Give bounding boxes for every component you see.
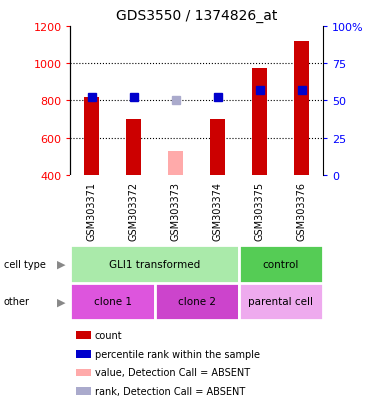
Bar (84, 97, 99, 176)
Bar (155, 283, 239, 320)
Bar (76, 350, 91, 358)
Text: GSM303374: GSM303374 (213, 181, 223, 240)
Bar (239, 283, 323, 320)
Bar (76, 332, 91, 339)
Bar (76, 387, 91, 395)
Text: GSM303375: GSM303375 (255, 181, 265, 240)
Text: count: count (95, 330, 122, 340)
Text: cell type: cell type (4, 259, 46, 269)
Text: GSM303372: GSM303372 (129, 181, 138, 240)
Bar (70, 283, 155, 320)
Text: ▶: ▶ (57, 297, 65, 306)
Title: GDS3550 / 1374826_at: GDS3550 / 1374826_at (116, 9, 277, 23)
Text: clone 2: clone 2 (178, 297, 216, 306)
Bar (252, 69, 267, 176)
Bar (76, 369, 91, 376)
Text: other: other (4, 297, 30, 306)
Bar (295, 42, 309, 176)
Text: control: control (263, 259, 299, 269)
Text: ▶: ▶ (57, 259, 65, 269)
Text: rank, Detection Call = ABSENT: rank, Detection Call = ABSENT (95, 386, 245, 396)
Bar (210, 120, 225, 176)
Text: GSM303373: GSM303373 (171, 181, 181, 240)
Text: value, Detection Call = ABSENT: value, Detection Call = ABSENT (95, 368, 250, 377)
Text: clone 1: clone 1 (93, 297, 132, 306)
Bar (126, 120, 141, 176)
Text: GLI1 transformed: GLI1 transformed (109, 259, 200, 269)
Bar (70, 246, 239, 283)
Text: GSM303376: GSM303376 (297, 181, 307, 240)
Text: parental cell: parental cell (248, 297, 313, 306)
Bar (168, 152, 183, 176)
Text: percentile rank within the sample: percentile rank within the sample (95, 349, 260, 359)
Text: GSM303371: GSM303371 (86, 181, 96, 240)
Bar (239, 246, 323, 283)
